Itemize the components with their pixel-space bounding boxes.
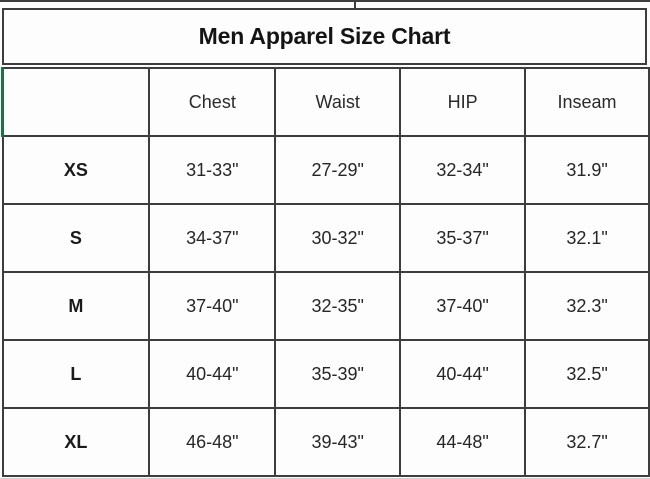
top-gridline-remnant	[354, 0, 356, 8]
inseam-value: 32.5"	[524, 339, 650, 409]
col-header-inseam: Inseam	[524, 67, 650, 137]
size-label: XS	[1, 135, 151, 205]
waist-value: 27-29"	[274, 135, 402, 205]
row-xl: XL 46-48" 39-43" 44-48" 32.7"	[1, 407, 650, 477]
row-xs: XS 31-33" 27-29" 32-34" 31.9"	[1, 135, 650, 205]
chest-value: 31-33"	[148, 135, 277, 205]
title-banner: Men Apparel Size Chart	[2, 8, 647, 65]
chest-value: 34-37"	[148, 203, 277, 273]
waist-value: 35-39"	[274, 339, 402, 409]
top-border-remnant	[0, 0, 650, 2]
hip-value: 44-48"	[399, 407, 527, 477]
chest-value: 46-48"	[148, 407, 277, 477]
hip-value: 37-40"	[399, 271, 527, 341]
col-header-waist: Waist	[274, 67, 402, 137]
size-label: S	[1, 203, 151, 273]
waist-value: 32-35"	[274, 271, 402, 341]
size-label: XL	[1, 407, 151, 477]
row-s: S 34-37" 30-32" 35-37" 32.1"	[1, 203, 650, 273]
page-title: Men Apparel Size Chart	[198, 23, 451, 49]
col-header-chest: Chest	[148, 67, 277, 137]
corner-cell	[1, 67, 151, 137]
size-chart-table: Chest Waist HIP Inseam XS 31-33" 27-29" …	[1, 67, 650, 477]
col-header-hip: HIP	[399, 67, 527, 137]
inseam-value: 31.9"	[524, 135, 650, 205]
size-label: M	[1, 271, 151, 341]
chest-value: 37-40"	[148, 271, 277, 341]
waist-value: 39-43"	[274, 407, 402, 477]
inseam-value: 32.7"	[524, 407, 650, 477]
chest-value: 40-44"	[148, 339, 277, 409]
waist-value: 30-32"	[274, 203, 402, 273]
inseam-value: 32.1"	[524, 203, 650, 273]
size-label: L	[1, 339, 151, 409]
row-l: L 40-44" 35-39" 40-44" 32.5"	[1, 339, 650, 409]
hip-value: 35-37"	[399, 203, 527, 273]
header-row: Chest Waist HIP Inseam	[1, 67, 650, 137]
row-m: M 37-40" 32-35" 37-40" 32.3"	[1, 271, 650, 341]
hip-value: 40-44"	[399, 339, 527, 409]
inseam-value: 32.3"	[524, 271, 650, 341]
hip-value: 32-34"	[399, 135, 527, 205]
